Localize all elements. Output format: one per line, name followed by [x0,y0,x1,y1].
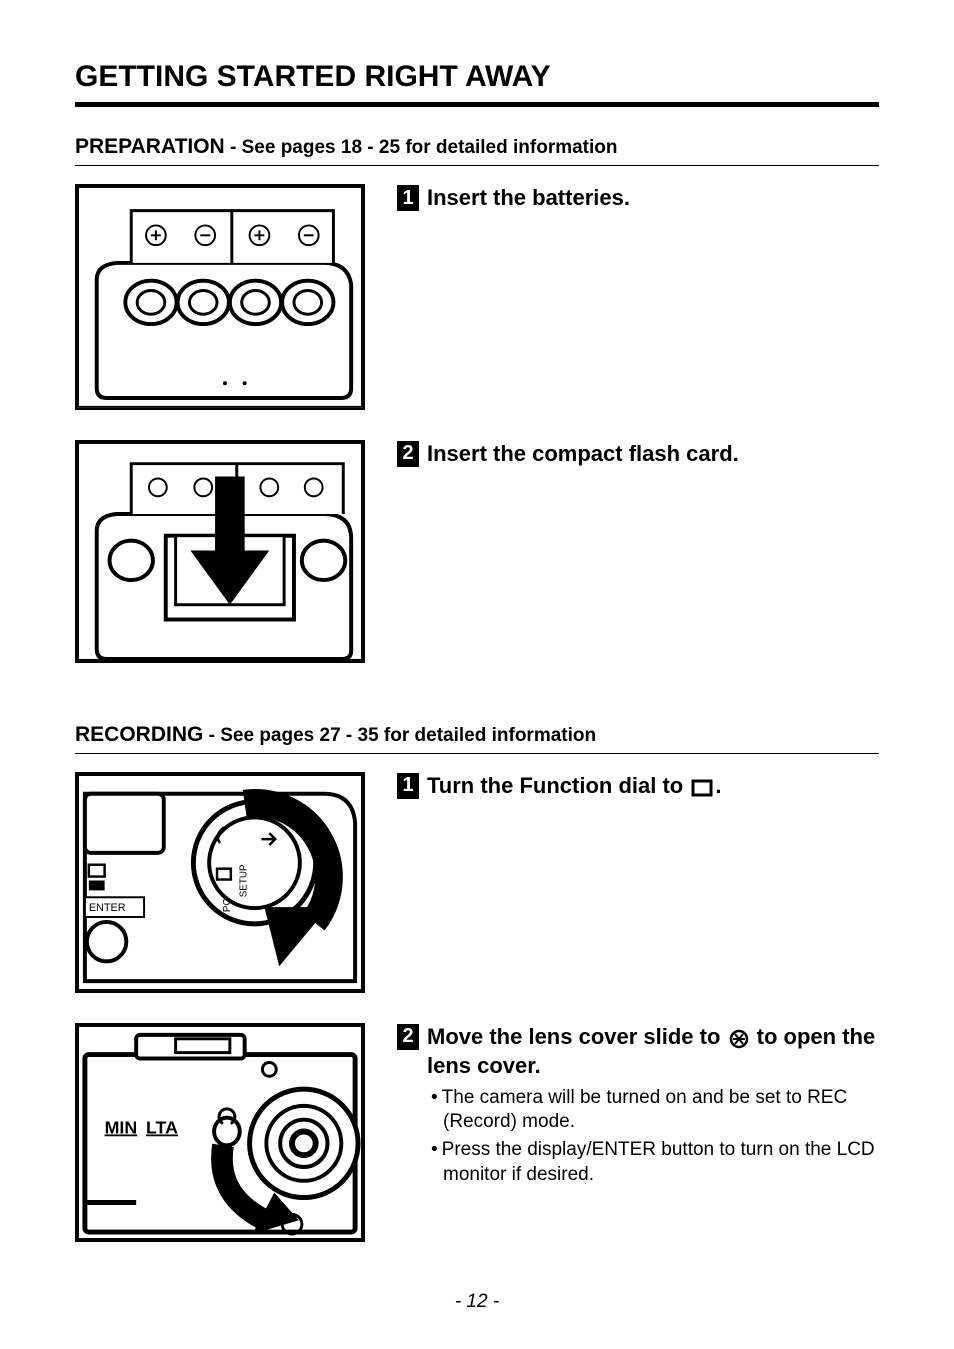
rec-step-1: SETUP PC ENTER 1 Turn the Function dial … [75,772,879,993]
step-title: Insert the batteries. [427,184,879,212]
svg-text:LTA: LTA [146,1117,178,1137]
prep-heading-sub: - See pages 18 - 25 for detailed informa… [225,137,618,158]
lens-open-icon [729,1025,749,1053]
page-number: - 12 - [0,1291,954,1313]
rec-step-2: MIN LTA 2 Move the lens cover slide to [75,1023,879,1242]
step-number-badge: 2 [397,441,419,467]
step-number-badge: 2 [397,1024,419,1050]
prep-heading-main: PREPARATION [75,135,225,158]
camera-rect-icon [691,774,713,802]
step-title: Move the lens cover slide to to open the… [427,1023,879,1080]
step-title-pre: Turn the Function dial to [427,773,689,798]
bullet-item: Press the display/ENTER button to turn o… [431,1138,879,1187]
step-title: Turn the Function dial to . [427,772,879,802]
rec-heading-sub: - See pages 27 - 35 for detailed informa… [203,725,596,746]
step-bullets: The camera will be turned on and be set … [431,1086,879,1188]
step-number-badge: 1 [397,773,419,799]
step-title-pre: Move the lens cover slide to [427,1024,727,1049]
figure-insert-batteries [75,184,365,410]
svg-text:ENTER: ENTER [89,902,126,914]
svg-text:MIN: MIN [105,1117,138,1137]
svg-text:SETUP: SETUP [239,864,250,897]
figure-function-dial: SETUP PC ENTER [75,772,365,993]
bullet-item: The camera will be turned on and be set … [431,1086,879,1135]
rec-heading-main: RECORDING [75,723,203,746]
section-heading-preparation: PREPARATION - See pages 18 - 25 for deta… [75,135,879,166]
prep-step-2: 2 Insert the compact flash card. [75,440,879,663]
step-title-post: . [715,773,721,798]
section-heading-recording: RECORDING - See pages 27 - 35 for detail… [75,723,879,754]
figure-insert-cf-card [75,440,365,663]
title-rule [75,102,879,107]
svg-text:PC: PC [222,898,233,912]
page-title: GETTING STARTED RIGHT AWAY [75,60,879,102]
prep-step-1: 1 Insert the batteries. [75,184,879,410]
figure-lens-cover-slide: MIN LTA [75,1023,365,1242]
step-number-badge: 1 [397,185,419,211]
step-title: Insert the compact flash card. [427,440,879,468]
